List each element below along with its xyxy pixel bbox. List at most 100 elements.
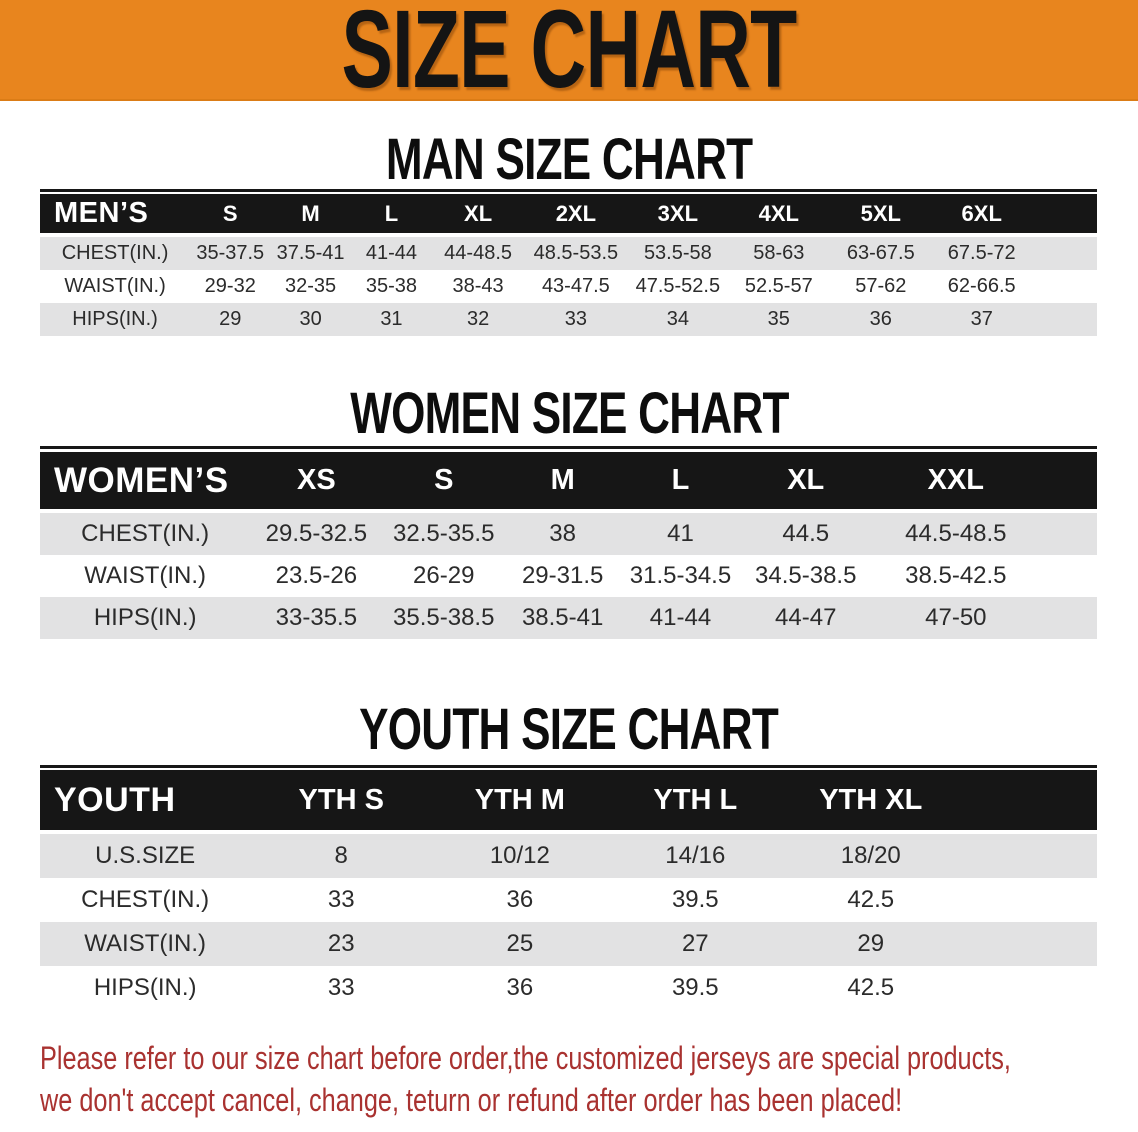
size-column-header: XL bbox=[432, 194, 525, 237]
size-column-header: XL bbox=[740, 452, 871, 513]
table-row: WAIST(IN.) 23.5-26 26-29 29-31.5 31.5-34.5 34… bbox=[40, 555, 1097, 597]
youth-size-table: YOUTH YTH S YTH M YTH L YTH XL U.S.SIZE 8 10/12… bbox=[40, 770, 1097, 1010]
value-cell: 29-31.5 bbox=[505, 555, 621, 597]
value-cell: 53.5-58 bbox=[627, 237, 729, 270]
value-cell: 44-47 bbox=[740, 597, 871, 639]
value-cell: 32-35 bbox=[270, 270, 351, 303]
value-cell: 35 bbox=[728, 303, 830, 336]
footer-note-line-1: Please refer to our size chart before or… bbox=[40, 1040, 1011, 1076]
value-cell: 41 bbox=[620, 513, 741, 555]
table-row: HIPS(IN.) 29 30 31 32 33 34 35 36 37 bbox=[40, 303, 1097, 336]
table-title-cell: YOUTH bbox=[40, 770, 251, 834]
value-cell: 44.5-48.5 bbox=[870, 513, 1041, 555]
value-cell: 29-32 bbox=[190, 270, 271, 303]
value-cell: 42.5 bbox=[783, 878, 959, 922]
header-row: MEN’S S M L XL 2XL 3XL 4XL 5XL 6XL bbox=[40, 194, 1097, 237]
row-label: CHEST(IN.) bbox=[40, 878, 251, 922]
value-cell: 14/16 bbox=[607, 834, 784, 878]
row-filler bbox=[1040, 555, 1097, 597]
header-filler bbox=[958, 770, 1097, 834]
women-section-heading: WOMEN SIZE CHART bbox=[0, 385, 1138, 443]
value-cell: 35-37.5 bbox=[190, 237, 271, 270]
table-row: HIPS(IN.) 33 36 39.5 42.5 bbox=[40, 966, 1097, 1010]
value-cell: 36 bbox=[829, 303, 933, 336]
value-cell: 38 bbox=[505, 513, 621, 555]
footer-note-line-2: we don't accept cancel, change, teturn o… bbox=[40, 1082, 903, 1118]
table-row: CHEST(IN.) 35-37.5 37.5-41 41-44 44-48.5 48.5… bbox=[40, 237, 1097, 270]
value-cell: 38-43 bbox=[432, 270, 525, 303]
value-cell: 37 bbox=[932, 303, 1032, 336]
table-row: WAIST(IN.) 23 25 27 29 bbox=[40, 922, 1097, 966]
value-cell: 47-50 bbox=[870, 597, 1041, 639]
row-label: WAIST(IN.) bbox=[40, 555, 251, 597]
size-column-header: YTH XL bbox=[783, 770, 959, 834]
size-column-header: M bbox=[270, 194, 351, 237]
value-cell: 62-66.5 bbox=[932, 270, 1032, 303]
value-cell: 39.5 bbox=[607, 878, 784, 922]
row-filler bbox=[958, 834, 1097, 878]
men-section-heading-text: MAN SIZE CHART bbox=[385, 127, 753, 192]
size-column-header: XS bbox=[250, 452, 383, 513]
size-column-header: YTH M bbox=[432, 770, 608, 834]
row-label: U.S.SIZE bbox=[40, 834, 251, 878]
value-cell: 42.5 bbox=[783, 966, 959, 1010]
row-filler bbox=[1040, 513, 1097, 555]
row-label: HIPS(IN.) bbox=[40, 966, 251, 1010]
footer-note: Please refer to our size chart before or… bbox=[40, 1037, 1138, 1121]
value-cell: 29.5-32.5 bbox=[250, 513, 383, 555]
men-section-heading: MAN SIZE CHART bbox=[0, 131, 1138, 189]
value-cell: 43-47.5 bbox=[524, 270, 628, 303]
value-cell: 10/12 bbox=[432, 834, 608, 878]
value-cell: 44-48.5 bbox=[432, 237, 525, 270]
value-cell: 36 bbox=[432, 966, 608, 1010]
table-title-cell: WOMEN’S bbox=[40, 452, 251, 513]
size-column-header: YTH S bbox=[250, 770, 433, 834]
value-cell: 30 bbox=[270, 303, 351, 336]
value-cell: 48.5-53.5 bbox=[524, 237, 628, 270]
row-label: HIPS(IN.) bbox=[40, 303, 191, 336]
value-cell: 33-35.5 bbox=[250, 597, 383, 639]
value-cell: 35.5-38.5 bbox=[382, 597, 506, 639]
value-cell: 23.5-26 bbox=[250, 555, 383, 597]
size-column-header: 6XL bbox=[932, 194, 1032, 237]
value-cell: 33 bbox=[250, 878, 433, 922]
row-label: WAIST(IN.) bbox=[40, 270, 191, 303]
row-label: CHEST(IN.) bbox=[40, 513, 251, 555]
table-row: CHEST(IN.) 29.5-32.5 32.5-35.5 38 41 44.5 44.5… bbox=[40, 513, 1097, 555]
value-cell: 41-44 bbox=[620, 597, 741, 639]
table-row: WAIST(IN.) 29-32 32-35 35-38 38-43 43-47.5 47.… bbox=[40, 270, 1097, 303]
size-column-header: L bbox=[350, 194, 433, 237]
row-filler bbox=[1031, 270, 1097, 303]
value-cell: 31 bbox=[350, 303, 433, 336]
row-filler bbox=[1031, 303, 1097, 336]
size-column-header: 5XL bbox=[829, 194, 933, 237]
value-cell: 32 bbox=[432, 303, 525, 336]
women-table-top-rule bbox=[40, 446, 1097, 449]
size-column-header: 2XL bbox=[524, 194, 628, 237]
value-cell: 38.5-41 bbox=[505, 597, 621, 639]
value-cell: 44.5 bbox=[740, 513, 871, 555]
size-column-header: L bbox=[620, 452, 741, 513]
size-column-header: 3XL bbox=[627, 194, 729, 237]
banner: SIZE CHART bbox=[0, 0, 1138, 101]
value-cell: 27 bbox=[607, 922, 784, 966]
banner-title: SIZE CHART bbox=[341, 0, 798, 101]
row-filler bbox=[958, 878, 1097, 922]
value-cell: 58-63 bbox=[728, 237, 830, 270]
value-cell: 34.5-38.5 bbox=[740, 555, 871, 597]
row-label: HIPS(IN.) bbox=[40, 597, 251, 639]
value-cell: 34 bbox=[627, 303, 729, 336]
value-cell: 41-44 bbox=[350, 237, 433, 270]
value-cell: 8 bbox=[250, 834, 433, 878]
value-cell: 47.5-52.5 bbox=[627, 270, 729, 303]
table-row: U.S.SIZE 8 10/12 14/16 18/20 bbox=[40, 834, 1097, 878]
size-column-header: M bbox=[505, 452, 621, 513]
value-cell: 25 bbox=[432, 922, 608, 966]
size-column-header: S bbox=[382, 452, 506, 513]
value-cell: 39.5 bbox=[607, 966, 784, 1010]
size-column-header: S bbox=[190, 194, 271, 237]
row-label: WAIST(IN.) bbox=[40, 922, 251, 966]
row-filler bbox=[1031, 237, 1097, 270]
header-row: WOMEN’S XS S M L XL XXL bbox=[40, 452, 1097, 513]
